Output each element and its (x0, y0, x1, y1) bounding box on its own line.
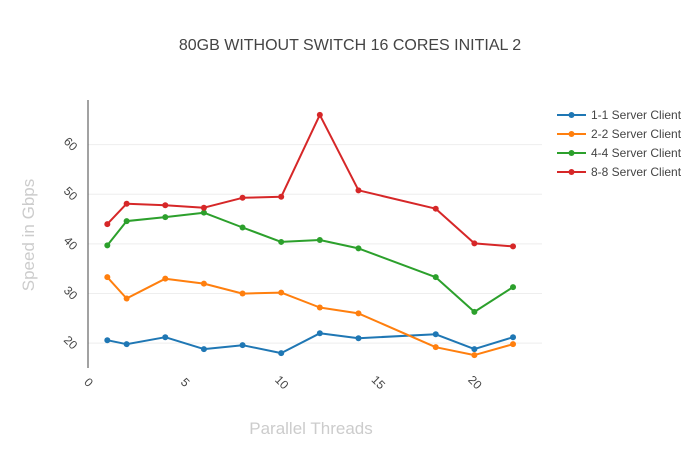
x-tick-label: 5 (178, 375, 193, 390)
series-4[interactable] (104, 111, 517, 250)
y-tick-label: 60 (61, 134, 81, 154)
data-point[interactable] (123, 218, 130, 225)
data-point[interactable] (432, 274, 439, 281)
data-point[interactable] (278, 350, 285, 357)
series-line[interactable] (106, 211, 514, 313)
data-point[interactable] (471, 346, 478, 353)
data-point[interactable] (432, 205, 439, 212)
data-point[interactable] (200, 346, 207, 353)
data-point[interactable] (432, 344, 439, 351)
data-point[interactable] (510, 243, 517, 250)
series-line[interactable] (106, 113, 514, 248)
y-axis-title: Speed in Gbps (19, 179, 38, 291)
x-tick-label: 0 (81, 375, 96, 390)
data-point[interactable] (355, 310, 362, 317)
data-point[interactable] (162, 202, 169, 209)
data-point[interactable] (355, 245, 362, 252)
data-point[interactable] (104, 221, 111, 228)
x-tick-label: 15 (369, 373, 389, 393)
legend-item[interactable]: 1-1 Server Client (557, 108, 682, 122)
chart-title: 80GB WITHOUT SWITCH 16 CORES INITIAL 2 (179, 37, 521, 54)
series-3[interactable] (104, 209, 517, 315)
legend-label: 2-2 Server Client (591, 127, 682, 141)
data-point[interactable] (200, 280, 207, 287)
series-1[interactable] (104, 330, 517, 357)
y-tick-label: 50 (61, 184, 81, 204)
legend-item[interactable]: 4-4 Server Client (557, 146, 682, 160)
data-point[interactable] (162, 275, 169, 282)
data-point[interactable] (104, 242, 111, 249)
data-point[interactable] (316, 304, 323, 311)
legend-item[interactable]: 2-2 Server Client (557, 127, 682, 141)
y-tick-label: 30 (61, 283, 81, 303)
data-point[interactable] (162, 334, 169, 341)
data-point[interactable] (316, 111, 323, 118)
data-point[interactable] (510, 341, 517, 348)
data-point[interactable] (200, 204, 207, 211)
x-axis-title: Parallel Threads (249, 419, 372, 438)
data-point[interactable] (200, 209, 207, 216)
x-tick-label: 10 (272, 373, 292, 393)
plot-area (104, 111, 517, 359)
y-tick-label: 20 (61, 333, 81, 353)
data-point[interactable] (239, 224, 246, 231)
data-point[interactable] (355, 335, 362, 342)
y-tick-label: 40 (61, 234, 81, 254)
data-point[interactable] (104, 274, 111, 281)
data-point[interactable] (355, 187, 362, 194)
legend-label: 8-8 Server Client (591, 165, 682, 179)
data-point[interactable] (510, 334, 517, 341)
data-point[interactable] (510, 284, 517, 291)
data-point[interactable] (239, 290, 246, 297)
axis-ticks: 20 30 40 50 60 0 5 10 15 20 (61, 134, 485, 392)
legend-marker (568, 169, 575, 175)
data-point[interactable] (239, 342, 246, 349)
data-point[interactable] (278, 238, 285, 245)
data-point[interactable] (162, 214, 169, 221)
legend-marker (568, 112, 575, 118)
data-point[interactable] (471, 352, 478, 359)
legend[interactable]: 1-1 Server Client 2-2 Server Client 4-4 Se… (557, 108, 682, 179)
data-point[interactable] (316, 330, 323, 337)
x-tick-label: 20 (465, 373, 485, 393)
data-point[interactable] (432, 331, 439, 338)
legend-label: 4-4 Server Client (591, 146, 682, 160)
data-point[interactable] (471, 240, 478, 247)
grid-lines (88, 144, 542, 344)
data-point[interactable] (123, 295, 130, 302)
legend-item[interactable]: 8-8 Server Client (557, 165, 682, 179)
data-point[interactable] (123, 341, 130, 348)
data-point[interactable] (278, 289, 285, 296)
data-point[interactable] (239, 194, 246, 201)
series-2[interactable] (104, 274, 517, 359)
data-point[interactable] (316, 236, 323, 243)
data-point[interactable] (471, 308, 478, 315)
legend-marker (568, 150, 575, 156)
legend-label: 1-1 Server Client (591, 108, 682, 122)
data-point[interactable] (278, 193, 285, 200)
data-point[interactable] (123, 200, 130, 207)
data-point[interactable] (104, 337, 111, 344)
legend-marker (568, 131, 575, 137)
